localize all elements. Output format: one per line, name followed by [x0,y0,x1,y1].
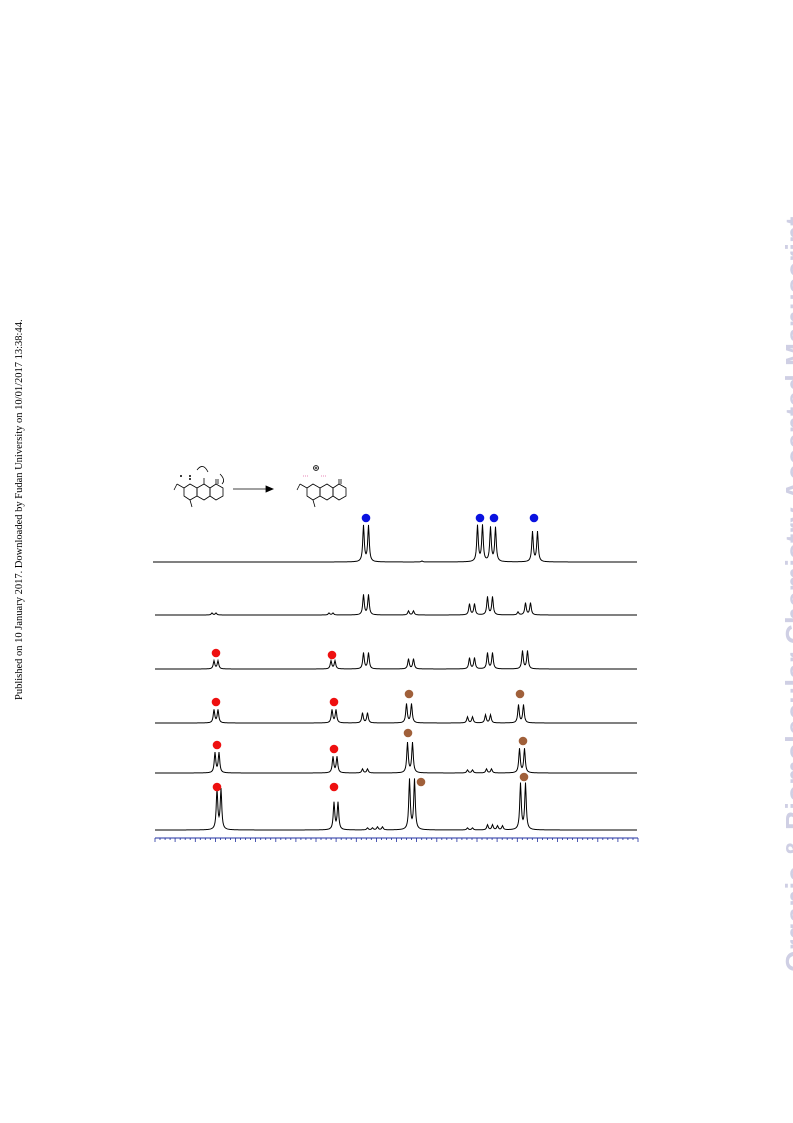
red-marker [329,782,339,792]
red-marker [329,744,339,754]
red-marker [211,697,221,707]
brown-marker [404,689,414,699]
nmr-trace [155,650,637,670]
reaction-arrow [233,485,275,493]
reaction-scheme [173,465,347,508]
nmr-trace [155,742,637,774]
brown-marker [518,736,528,746]
brown-marker [519,772,529,782]
blue-marker [489,513,499,523]
nmr-trace [155,703,637,724]
brown-marker [416,777,426,787]
signal-markers [211,513,539,792]
blue-marker [529,513,539,523]
blue-marker [361,513,371,523]
ppm-axis [154,837,639,842]
red-marker [211,648,221,658]
nmr-spectra-stack [153,524,637,831]
blue-marker [475,513,485,523]
product-structure [296,465,347,508]
brown-marker [403,728,413,738]
red-marker [327,650,337,660]
nmr-trace [153,524,637,563]
brown-marker [515,689,525,699]
red-marker [212,782,222,792]
nmr-trace [155,778,637,831]
nmr-trace [155,594,637,616]
red-marker [212,740,222,750]
red-marker [329,697,339,707]
reactant-structure [173,466,224,508]
